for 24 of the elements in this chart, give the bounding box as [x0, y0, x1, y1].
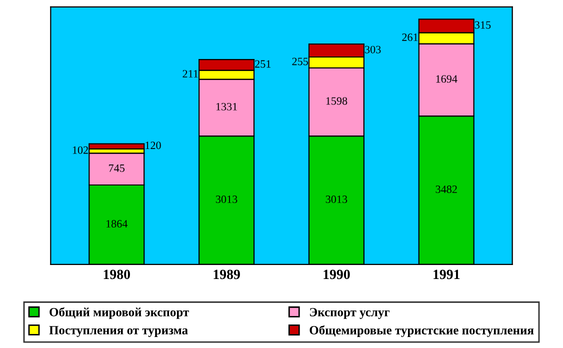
- data-label: 1331: [216, 102, 237, 110]
- data-label: 3013: [326, 196, 348, 204]
- data-label: 261: [402, 34, 418, 41]
- x-tick-label: 1980: [104, 270, 130, 280]
- data-label: 745: [109, 164, 125, 172]
- data-label: 303: [365, 46, 381, 54]
- data-label: 3013: [216, 196, 238, 204]
- x-tick-label: 1990: [324, 270, 350, 280]
- data-label: 1864: [106, 220, 128, 228]
- data-label: 3482: [436, 186, 457, 194]
- data-label: 1694: [436, 75, 458, 83]
- data-label: 1598: [326, 97, 348, 105]
- data-label: 315: [474, 21, 491, 29]
- legend-label: Общий мировой экспорт: [50, 307, 189, 319]
- data-label: 120: [146, 142, 161, 150]
- legend-label: Общемировые туристские поступления: [310, 325, 534, 338]
- x-tick-label: 1989: [214, 270, 240, 280]
- data-label: 251: [255, 60, 271, 68]
- legend-label: Экспорт услуг: [310, 308, 390, 319]
- legend-label: Поступления от туризма: [49, 326, 188, 337]
- x-tick-label: 1991: [434, 270, 460, 280]
- data-label: 255: [292, 58, 308, 66]
- data-label: 102: [72, 146, 88, 154]
- data-label: 211: [182, 70, 198, 78]
